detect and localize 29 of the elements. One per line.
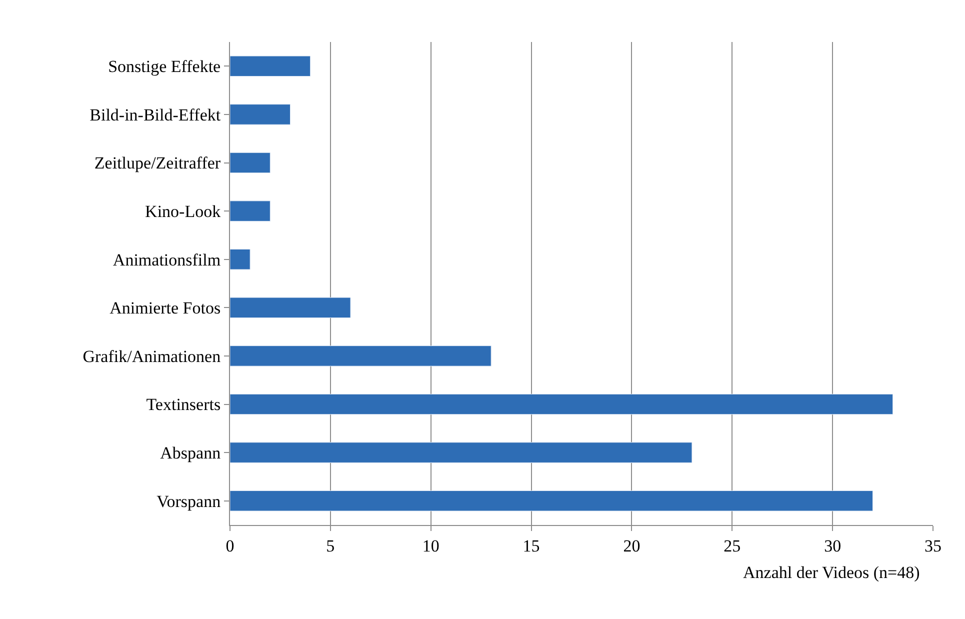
bar (230, 394, 894, 415)
bar (230, 346, 492, 366)
y-tick-label: Textinserts (146, 395, 221, 414)
bar (230, 442, 692, 463)
y-tick-label: Kino-Look (145, 202, 222, 221)
y-tick-label: Vorspann (156, 492, 222, 511)
bar (230, 104, 291, 125)
bar (230, 200, 270, 222)
y-tick-label: Grafik/Animationen (82, 346, 222, 366)
bar (230, 56, 311, 77)
x-tick-label: 5 (326, 536, 335, 556)
bar (230, 490, 873, 512)
y-tick-label: Animierte Fotos (110, 298, 221, 318)
x-tick-label: 35 (924, 536, 942, 556)
bar (230, 152, 270, 174)
x-tick-label: 0 (226, 536, 234, 556)
x-tick-label: 20 (623, 536, 640, 556)
x-tick-label: 25 (724, 536, 741, 556)
x-axis-title: Anzahl der Videos (n=48) (743, 563, 920, 582)
bar (230, 248, 250, 270)
y-tick-label: Sonstige Effekte (108, 57, 221, 76)
y-tick-label: Bild-in-Bild-Effekt (90, 105, 221, 124)
x-tick-label: 15 (522, 536, 540, 556)
bar (230, 297, 351, 318)
y-tick-label: Zeitlupe/Zeitraffer (94, 154, 221, 173)
y-tick-label: Abspann (160, 444, 222, 462)
x-tick-label: 10 (422, 536, 440, 556)
x-tick-label: 30 (824, 536, 842, 556)
y-tick-label: Animationsfilm (112, 250, 221, 270)
